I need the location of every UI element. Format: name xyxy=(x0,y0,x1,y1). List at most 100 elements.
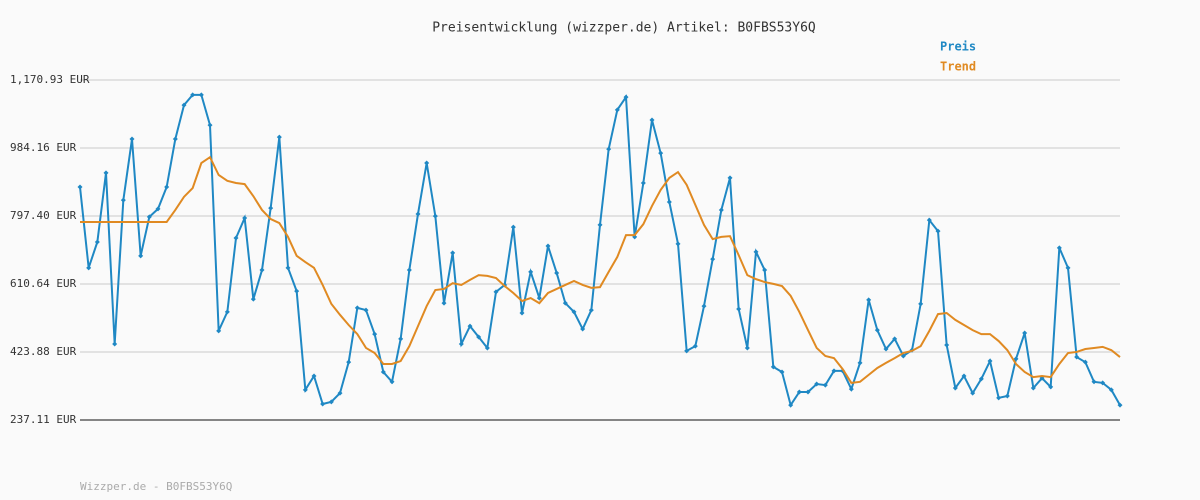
point xyxy=(744,345,750,351)
point xyxy=(172,136,178,142)
point xyxy=(666,199,672,205)
point xyxy=(389,379,395,385)
point xyxy=(302,387,308,393)
point xyxy=(467,323,473,329)
point xyxy=(441,300,447,306)
legend-label: Preis xyxy=(940,40,976,54)
y-tick-label: 1,170.93 EUR xyxy=(10,73,90,86)
point xyxy=(762,267,768,273)
point xyxy=(918,301,924,307)
y-tick-label: 610.64 EUR xyxy=(10,277,77,290)
point xyxy=(415,211,421,217)
point xyxy=(571,309,577,315)
point xyxy=(1074,354,1080,360)
point xyxy=(718,207,724,213)
point xyxy=(164,184,170,190)
point xyxy=(822,382,828,388)
point xyxy=(224,309,230,315)
point xyxy=(120,197,126,203)
point xyxy=(736,306,742,312)
point xyxy=(649,117,655,123)
point xyxy=(996,395,1002,401)
point xyxy=(77,184,83,190)
point xyxy=(640,180,646,186)
point xyxy=(424,160,430,166)
point xyxy=(155,206,161,212)
point xyxy=(450,250,456,256)
point xyxy=(588,307,594,313)
point xyxy=(398,336,404,342)
point xyxy=(606,146,612,152)
point xyxy=(476,334,482,340)
chart-title: Preisentwicklung (wizzper.de) Artikel: B… xyxy=(432,21,816,36)
point xyxy=(328,399,334,405)
point xyxy=(510,224,516,230)
point xyxy=(86,265,92,271)
point xyxy=(805,389,811,395)
point xyxy=(554,270,560,276)
point xyxy=(276,134,282,140)
point xyxy=(458,341,464,347)
point xyxy=(380,369,386,375)
point xyxy=(952,385,958,391)
point xyxy=(1004,393,1010,399)
y-tick-label: 984.16 EUR xyxy=(10,141,77,154)
point xyxy=(623,94,629,100)
point xyxy=(285,265,291,271)
point xyxy=(562,300,568,306)
point xyxy=(138,253,144,259)
y-tick-label: 237.11 EUR xyxy=(10,413,77,426)
point xyxy=(484,345,490,351)
y-tick-label: 423.88 EUR xyxy=(10,345,77,358)
point xyxy=(129,136,135,142)
point xyxy=(1022,330,1028,336)
point xyxy=(94,239,100,245)
point xyxy=(190,92,196,98)
point xyxy=(701,303,707,309)
point xyxy=(181,102,187,108)
point xyxy=(337,390,343,396)
point xyxy=(970,390,976,396)
point xyxy=(848,386,854,392)
point xyxy=(935,228,941,234)
point xyxy=(987,358,993,364)
point xyxy=(250,296,256,302)
point xyxy=(259,267,265,273)
point xyxy=(207,122,213,128)
point xyxy=(1048,384,1054,390)
point xyxy=(528,269,534,275)
point xyxy=(597,222,603,228)
point xyxy=(216,328,222,334)
point xyxy=(1056,245,1062,251)
point xyxy=(978,376,984,382)
footer: Wizzper.de - B0FBS53Y6Q xyxy=(80,480,232,493)
point xyxy=(242,215,248,221)
point xyxy=(874,327,880,333)
point xyxy=(614,107,620,113)
point xyxy=(692,343,698,349)
point xyxy=(814,381,820,387)
series-line xyxy=(80,155,1121,384)
point xyxy=(346,359,352,365)
point xyxy=(926,217,932,223)
point xyxy=(320,401,326,407)
point xyxy=(857,360,863,366)
point xyxy=(658,150,664,156)
point xyxy=(684,348,690,354)
point xyxy=(710,256,716,262)
point xyxy=(545,243,551,249)
point xyxy=(779,369,785,375)
point xyxy=(363,307,369,313)
point xyxy=(372,331,378,337)
point xyxy=(268,205,274,211)
point xyxy=(1117,402,1123,408)
point xyxy=(944,342,950,348)
point xyxy=(294,288,300,294)
legend-label: Trend xyxy=(940,60,976,74)
point xyxy=(519,310,525,316)
point xyxy=(831,368,837,374)
point xyxy=(866,297,872,303)
